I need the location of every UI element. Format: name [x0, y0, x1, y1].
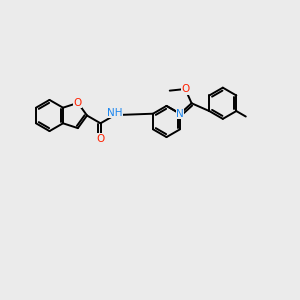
Text: N: N [176, 109, 184, 119]
Text: NH: NH [107, 108, 122, 118]
Text: O: O [74, 98, 82, 108]
Text: O: O [96, 134, 105, 144]
Text: O: O [181, 84, 189, 94]
